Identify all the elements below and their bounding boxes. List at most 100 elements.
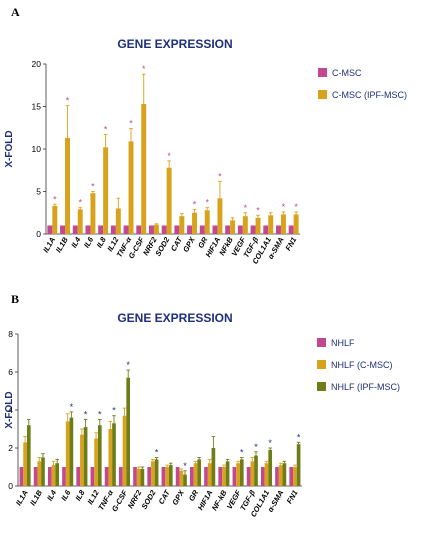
bar — [94, 438, 98, 486]
bar — [65, 421, 70, 486]
significance-star: * — [91, 182, 95, 192]
bar — [168, 465, 173, 486]
legend-swatch — [317, 360, 326, 369]
significance-star: * — [142, 64, 146, 74]
significance-star: * — [112, 406, 116, 416]
significance-star: * — [53, 194, 57, 204]
bar — [183, 474, 187, 486]
bar — [280, 214, 286, 234]
bar — [80, 434, 84, 486]
significance-star: * — [240, 448, 244, 458]
category-label: GR — [187, 488, 201, 503]
significance-star: * — [129, 119, 133, 129]
bar — [115, 208, 121, 234]
significance-star: * — [70, 402, 74, 412]
category-label: IL1B — [28, 488, 44, 507]
category-label: IL1A — [41, 236, 57, 255]
y-tick-label: 6 — [8, 367, 13, 377]
significance-star: * — [294, 202, 298, 212]
bar — [147, 467, 152, 486]
bar — [193, 463, 198, 486]
bar — [296, 444, 301, 486]
bar — [118, 467, 123, 486]
bar — [161, 467, 166, 486]
legend-swatch — [317, 382, 326, 391]
y-tick-label: 5 — [36, 187, 41, 197]
significance-star: * — [78, 198, 82, 208]
bar — [197, 459, 202, 486]
bar — [153, 224, 159, 234]
category-label: NF-kB — [210, 488, 229, 512]
bar — [211, 448, 216, 486]
bar — [246, 467, 251, 486]
bar — [254, 455, 258, 486]
significance-star: * — [218, 171, 222, 181]
category-label: IL1B — [54, 235, 70, 254]
category-label: FN1 — [285, 489, 300, 506]
bar — [33, 467, 38, 486]
bar — [204, 210, 210, 234]
bar — [239, 459, 244, 486]
bar — [263, 225, 269, 234]
bar — [19, 467, 24, 486]
y-tick-label: 0 — [36, 229, 41, 239]
bar — [112, 423, 116, 486]
bar — [179, 470, 184, 486]
bar — [154, 459, 159, 486]
bar — [37, 461, 42, 486]
bar — [85, 225, 91, 234]
bar — [62, 467, 66, 486]
category-label: GPX — [181, 235, 197, 254]
bar — [51, 465, 56, 486]
bar — [179, 216, 185, 234]
bar — [97, 425, 102, 486]
bar — [141, 103, 147, 234]
chart-title: GENE EXPRESSION — [117, 311, 232, 325]
bar — [126, 377, 131, 486]
bar — [264, 463, 269, 486]
legend-label: C-MSC — [332, 68, 362, 78]
bar — [122, 415, 127, 486]
bar — [187, 225, 193, 234]
bar — [212, 225, 218, 234]
bar — [204, 467, 208, 486]
bar — [175, 467, 180, 486]
bar — [47, 467, 52, 486]
category-label: SOD2 — [140, 488, 158, 511]
bar — [76, 467, 81, 486]
legend-label: NHLF (C-MSC) — [331, 360, 393, 370]
significance-star: * — [268, 438, 272, 448]
y-tick-label: 8 — [8, 329, 13, 339]
bar — [151, 461, 155, 486]
y-tick-label: 2 — [8, 443, 13, 453]
bar — [77, 209, 83, 234]
y-tick-label: 15 — [32, 102, 42, 112]
bar — [250, 225, 256, 234]
bar — [225, 225, 231, 234]
significance-star: * — [84, 410, 88, 420]
bar — [72, 225, 78, 234]
bar — [230, 220, 236, 234]
bar — [275, 225, 281, 234]
bar — [217, 198, 223, 234]
bar — [136, 468, 141, 486]
bar — [289, 467, 294, 486]
y-tick-label: 10 — [32, 144, 42, 154]
bar — [293, 467, 297, 486]
panel-b-chart: GENE EXPRESSION X-FOLD 0 2 4 6 8 * * * * * * * * * * * IL1… — [4, 311, 400, 519]
y-tick-label: 4 — [8, 405, 13, 415]
category-label: GPX — [170, 488, 186, 507]
bar — [166, 167, 172, 234]
panel-b-letter: B — [11, 292, 20, 306]
category-label: IL6 — [59, 488, 73, 503]
bar — [222, 467, 226, 486]
category-label: IL8 — [73, 488, 87, 503]
bar — [98, 225, 104, 234]
bar — [90, 467, 95, 486]
bar — [52, 205, 58, 234]
panel-a-chart: GENE EXPRESSION X-FOLD 0 5 10 15 20 * * * * * * * * * * *… — [4, 37, 407, 266]
bar — [83, 427, 88, 486]
significance-star: * — [155, 448, 159, 458]
significance-star: * — [126, 360, 130, 370]
